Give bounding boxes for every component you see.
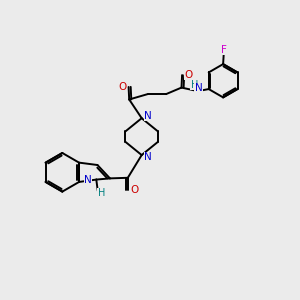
Text: F: F xyxy=(221,45,227,55)
Text: N: N xyxy=(195,83,202,93)
Text: O: O xyxy=(118,82,126,92)
Text: N: N xyxy=(144,111,152,121)
Text: O: O xyxy=(130,185,139,195)
Text: N: N xyxy=(144,152,152,162)
Text: N: N xyxy=(84,175,92,185)
Text: H: H xyxy=(190,80,198,90)
Text: H: H xyxy=(98,188,105,198)
Text: O: O xyxy=(184,70,193,80)
